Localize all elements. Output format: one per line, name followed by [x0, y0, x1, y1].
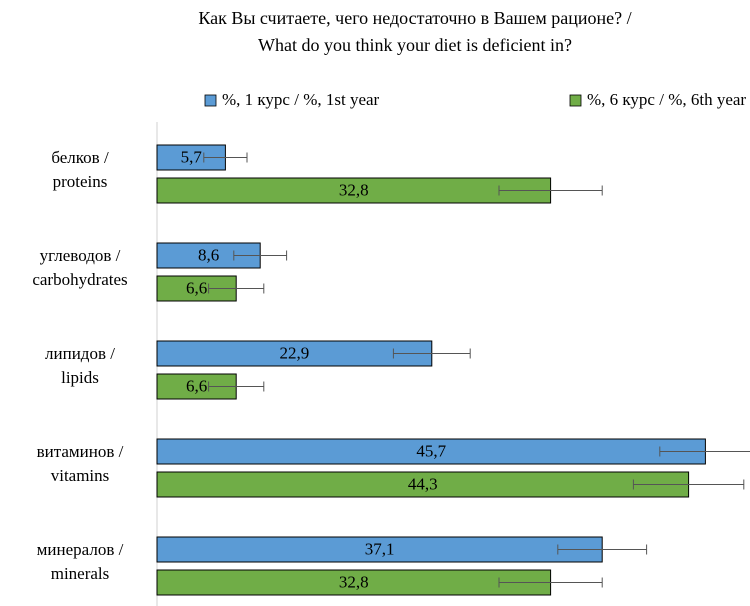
- bar: [156, 340, 433, 367]
- value-label: 37,1: [365, 539, 395, 558]
- bar: [156, 438, 706, 465]
- value-label: 5,7: [181, 147, 203, 166]
- category-label: минералов / minerals: [37, 540, 124, 583]
- bar: [156, 569, 552, 596]
- category-label: углеводов / carbohydrates: [32, 246, 127, 289]
- chart-title: Как Вы считаете, чего недостаточно в Ваш…: [198, 8, 631, 55]
- category-label: витаминов / vitamins: [37, 442, 124, 485]
- category-label: липидов / lipids: [45, 344, 115, 387]
- legend-swatch: [569, 94, 582, 107]
- bar: [156, 471, 690, 498]
- value-label: 32,8: [339, 180, 369, 199]
- bar: [156, 536, 603, 563]
- value-label: 44,3: [408, 474, 438, 493]
- value-label: 22,9: [280, 343, 310, 362]
- category-label: белков / proteins: [51, 148, 109, 191]
- value-label: 6,6: [186, 376, 207, 395]
- value-label: 6,6: [186, 278, 207, 297]
- legend-swatch: [204, 94, 217, 107]
- value-label: 45,7: [416, 441, 446, 460]
- value-label: 8,6: [198, 245, 219, 264]
- legend-label: %, 1 курс / %, 1st year: [222, 90, 380, 109]
- value-label: 32,8: [339, 572, 369, 591]
- legend-label: %, 6 курс / %, 6th year: [587, 90, 746, 109]
- bar: [156, 177, 552, 204]
